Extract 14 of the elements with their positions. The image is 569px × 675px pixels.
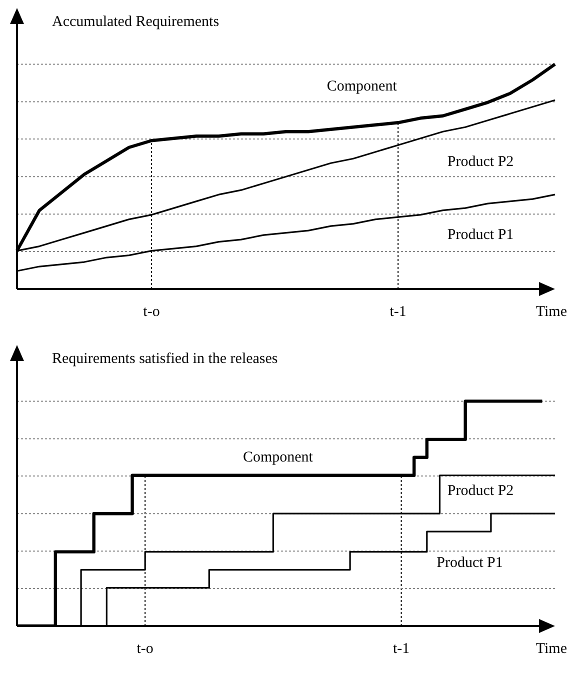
series-label: Product P1 [447, 226, 514, 243]
chart-title: Accumulated Requirements [52, 14, 220, 30]
chart-title: Requirements satisfied in the releases [52, 350, 278, 367]
series-label: Product P2 [447, 483, 514, 500]
series-label: Component [326, 78, 398, 95]
series-label: Product P2 [447, 154, 514, 170]
x-axis-title: Time [536, 304, 568, 320]
x-tick-label: t-1 [392, 640, 410, 657]
x-axis-title: Time [536, 640, 568, 657]
x-tick-label: t-o [136, 640, 154, 657]
series-label: Component [242, 449, 314, 466]
x-tick-label: t-o [143, 304, 160, 320]
x-tick-label: t-1 [390, 304, 406, 320]
series-label: Product P1 [436, 554, 503, 571]
